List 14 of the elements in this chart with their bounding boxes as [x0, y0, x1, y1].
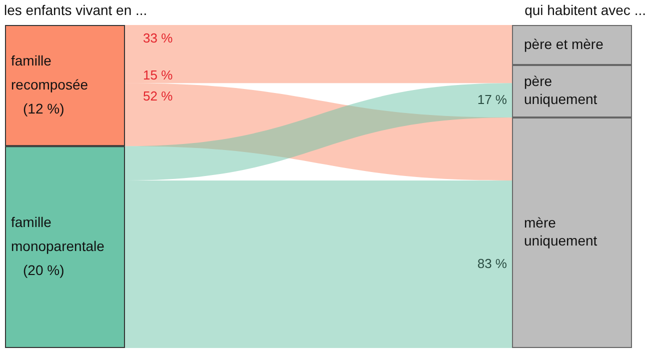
text: qui habitent avec ...	[524, 2, 646, 18]
data-label: 83 %	[477, 256, 508, 271]
text: les enfants vivant en ...	[4, 2, 148, 18]
series-label: père et mère	[524, 36, 604, 52]
data-label: 15 %	[143, 68, 174, 83]
data-label: (12 %)	[23, 100, 64, 116]
category-label: famille monoparentale	[11, 214, 105, 254]
data-label: (20 %)	[23, 262, 64, 278]
data-label: 33 %	[143, 30, 174, 46]
category-label: famille recomposée	[11, 52, 88, 92]
series-label: père uniquement	[524, 73, 598, 108]
series-label: mère uniquement	[524, 214, 598, 249]
data-label: 17 %	[477, 92, 508, 107]
data-label: 52 %	[143, 88, 174, 104]
